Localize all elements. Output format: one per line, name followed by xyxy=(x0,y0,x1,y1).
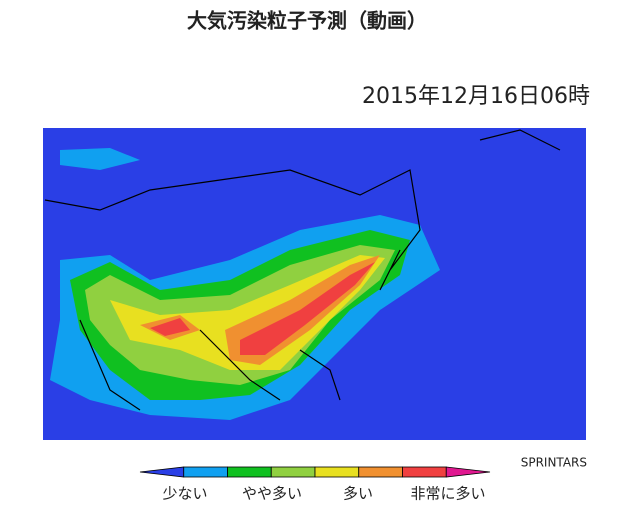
colorbar-swatch xyxy=(445,466,491,478)
map-region xyxy=(60,148,140,170)
colorbar-swatch xyxy=(358,466,403,478)
colorbar-swatch xyxy=(270,466,316,478)
colorbar-swatch xyxy=(314,466,360,478)
colorbar-swatch xyxy=(183,466,228,478)
map xyxy=(43,128,586,440)
colorbar-label: 少ない xyxy=(162,485,207,503)
colorbar-swatch xyxy=(402,466,447,478)
coastline xyxy=(44,129,561,411)
colorbar-swatch xyxy=(227,466,272,478)
credit: SPRINTARS xyxy=(521,456,587,470)
colorbar-label: やや多い xyxy=(242,485,302,503)
title: 大気汚染粒子予測（動画） xyxy=(187,9,427,33)
colorbar-label: 多い xyxy=(343,485,373,503)
timestamp: 2015年12月16日06時 xyxy=(362,84,590,109)
map-region xyxy=(110,255,385,370)
map-region xyxy=(140,255,380,365)
colorbar-swatch xyxy=(139,466,185,478)
colorbar: 少ない やや多い 多い 非常に多い xyxy=(139,466,491,503)
colorbar-label: 非常に多い xyxy=(410,485,485,503)
map-region xyxy=(150,262,375,355)
